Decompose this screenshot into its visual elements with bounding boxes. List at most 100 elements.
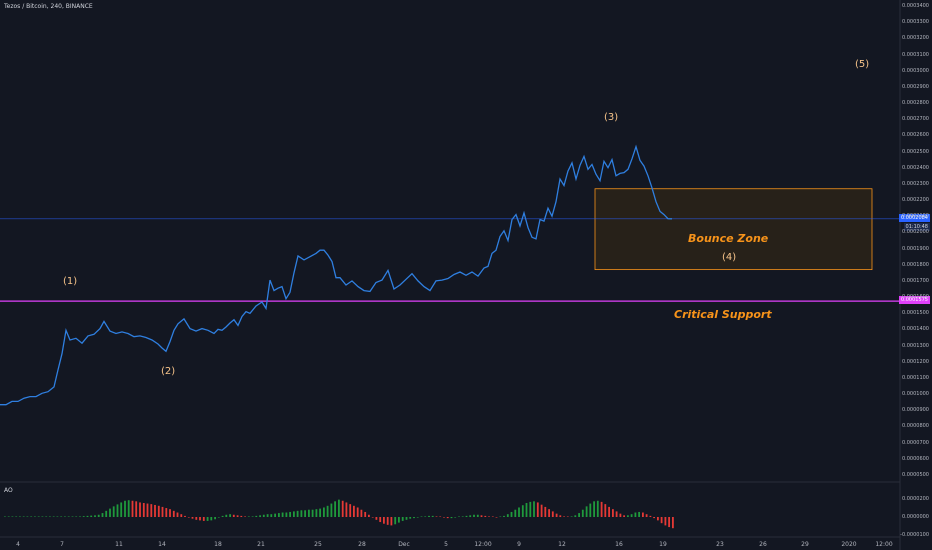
y-tick-label: 0.0002800 [901,100,929,107]
ao-bar [428,515,430,517]
ao-bar [341,500,344,517]
ao-bar [131,500,134,517]
y-tick-label: 0.0001900 [901,245,929,252]
ao-bar [109,508,111,517]
ao-bar [420,516,423,517]
ao-bar [4,516,6,517]
ao-bar [446,517,449,519]
ao-bar [214,517,216,520]
y-tick-label: 0.0002600 [901,132,929,139]
ao-bar [386,517,389,525]
ao-bar [345,502,348,517]
ao-bar [49,516,51,517]
ao-bar [653,517,655,519]
ao-bar [67,516,70,517]
x-tick-label: 9 [517,541,521,548]
x-tick-label: 29 [801,541,809,548]
y-tick-label: 0.0000900 [901,407,929,414]
ao-bar [495,517,498,518]
bounce-zone-box [594,188,873,271]
ao-bar [172,510,175,517]
ao-bar [413,517,415,519]
ao-bar [364,511,367,517]
ao-bar [101,513,104,517]
ao-bar [217,517,220,518]
ao-bar [165,508,168,517]
ao-bar [180,514,183,517]
y-tick-label: 0.0001000 [901,391,929,398]
ao-bar [116,504,119,517]
y-tick-label: 0.0002200 [901,197,929,204]
ao-bar [300,510,303,517]
ao-bar [244,516,246,517]
ao-bar [11,516,14,517]
ao-bar [405,517,408,520]
ao-bar [157,505,160,517]
ao-bar [7,516,10,517]
ao-bar [465,515,468,517]
chart-title: Tezos / Bitcoin, 240, BINANCE [4,3,93,10]
y-tick-label: 0.0001300 [901,342,929,349]
ao-bar [548,509,550,517]
ao-bar [649,515,652,517]
ao-bar [135,501,138,517]
y-tick-label: 0.0000500 [901,472,929,478]
y-tick-label: 0.0003200 [901,35,929,42]
ao-bar [480,515,483,517]
x-tick-label: 18 [214,541,222,548]
wave-5-label: (5) [855,59,870,70]
ao-bar [401,517,404,521]
ao-bar [281,512,284,517]
y-tick-label: 0.0003400 [901,3,929,9]
ao-bar [394,517,397,525]
x-tick-label: 7 [60,541,64,548]
ao-bar [634,512,637,517]
ao-bar [499,516,502,517]
ao-bar [574,515,577,517]
y-tick-label: 0.0001400 [901,326,929,333]
ao-bar [491,516,494,517]
ao-bar [510,511,513,517]
ao-bar [416,517,419,518]
ao-bar [127,500,130,517]
y-tick-label: 0.0002500 [901,148,929,155]
ao-bar [71,516,74,517]
ao-bar [195,517,198,520]
x-tick-label: Dec [398,541,410,548]
ao-bar [142,503,145,517]
x-tick-label: 12:00 [875,541,893,548]
ao-bar [615,511,618,517]
ao-bar [450,517,453,519]
ao-bar [555,513,558,517]
ao-bar [608,506,610,517]
ao-bar [64,516,66,517]
y-tick-label: 0.0002100 [901,213,929,220]
ao-bar [221,515,224,517]
ao-bar [146,503,149,517]
ao-bar [529,501,532,517]
ao-bar [461,516,464,517]
ao-bar [225,514,228,517]
ao-bar [19,516,21,517]
ao-bar [26,516,29,517]
ao-bar [551,511,554,517]
ao-bar [251,516,254,517]
y-tick-label: 0.0003000 [901,67,929,74]
ao-bar [232,514,235,517]
x-tick-label: 12 [558,541,566,548]
ao-bar [255,515,258,517]
ao-bar [161,506,164,517]
ao-bar [589,503,592,517]
ao-bar [623,515,625,517]
ao-bar [41,516,44,517]
ao-bar [199,517,201,521]
ao-bar [544,506,547,517]
ao-bar [578,513,580,517]
price-series-line [0,144,673,406]
ao-bar [124,500,126,517]
ao-bar [334,501,336,517]
bounce-zone-label: Bounce Zone [688,232,769,245]
ao-bar [349,504,352,517]
ao-bar [435,516,438,517]
ao-bar [581,509,584,517]
